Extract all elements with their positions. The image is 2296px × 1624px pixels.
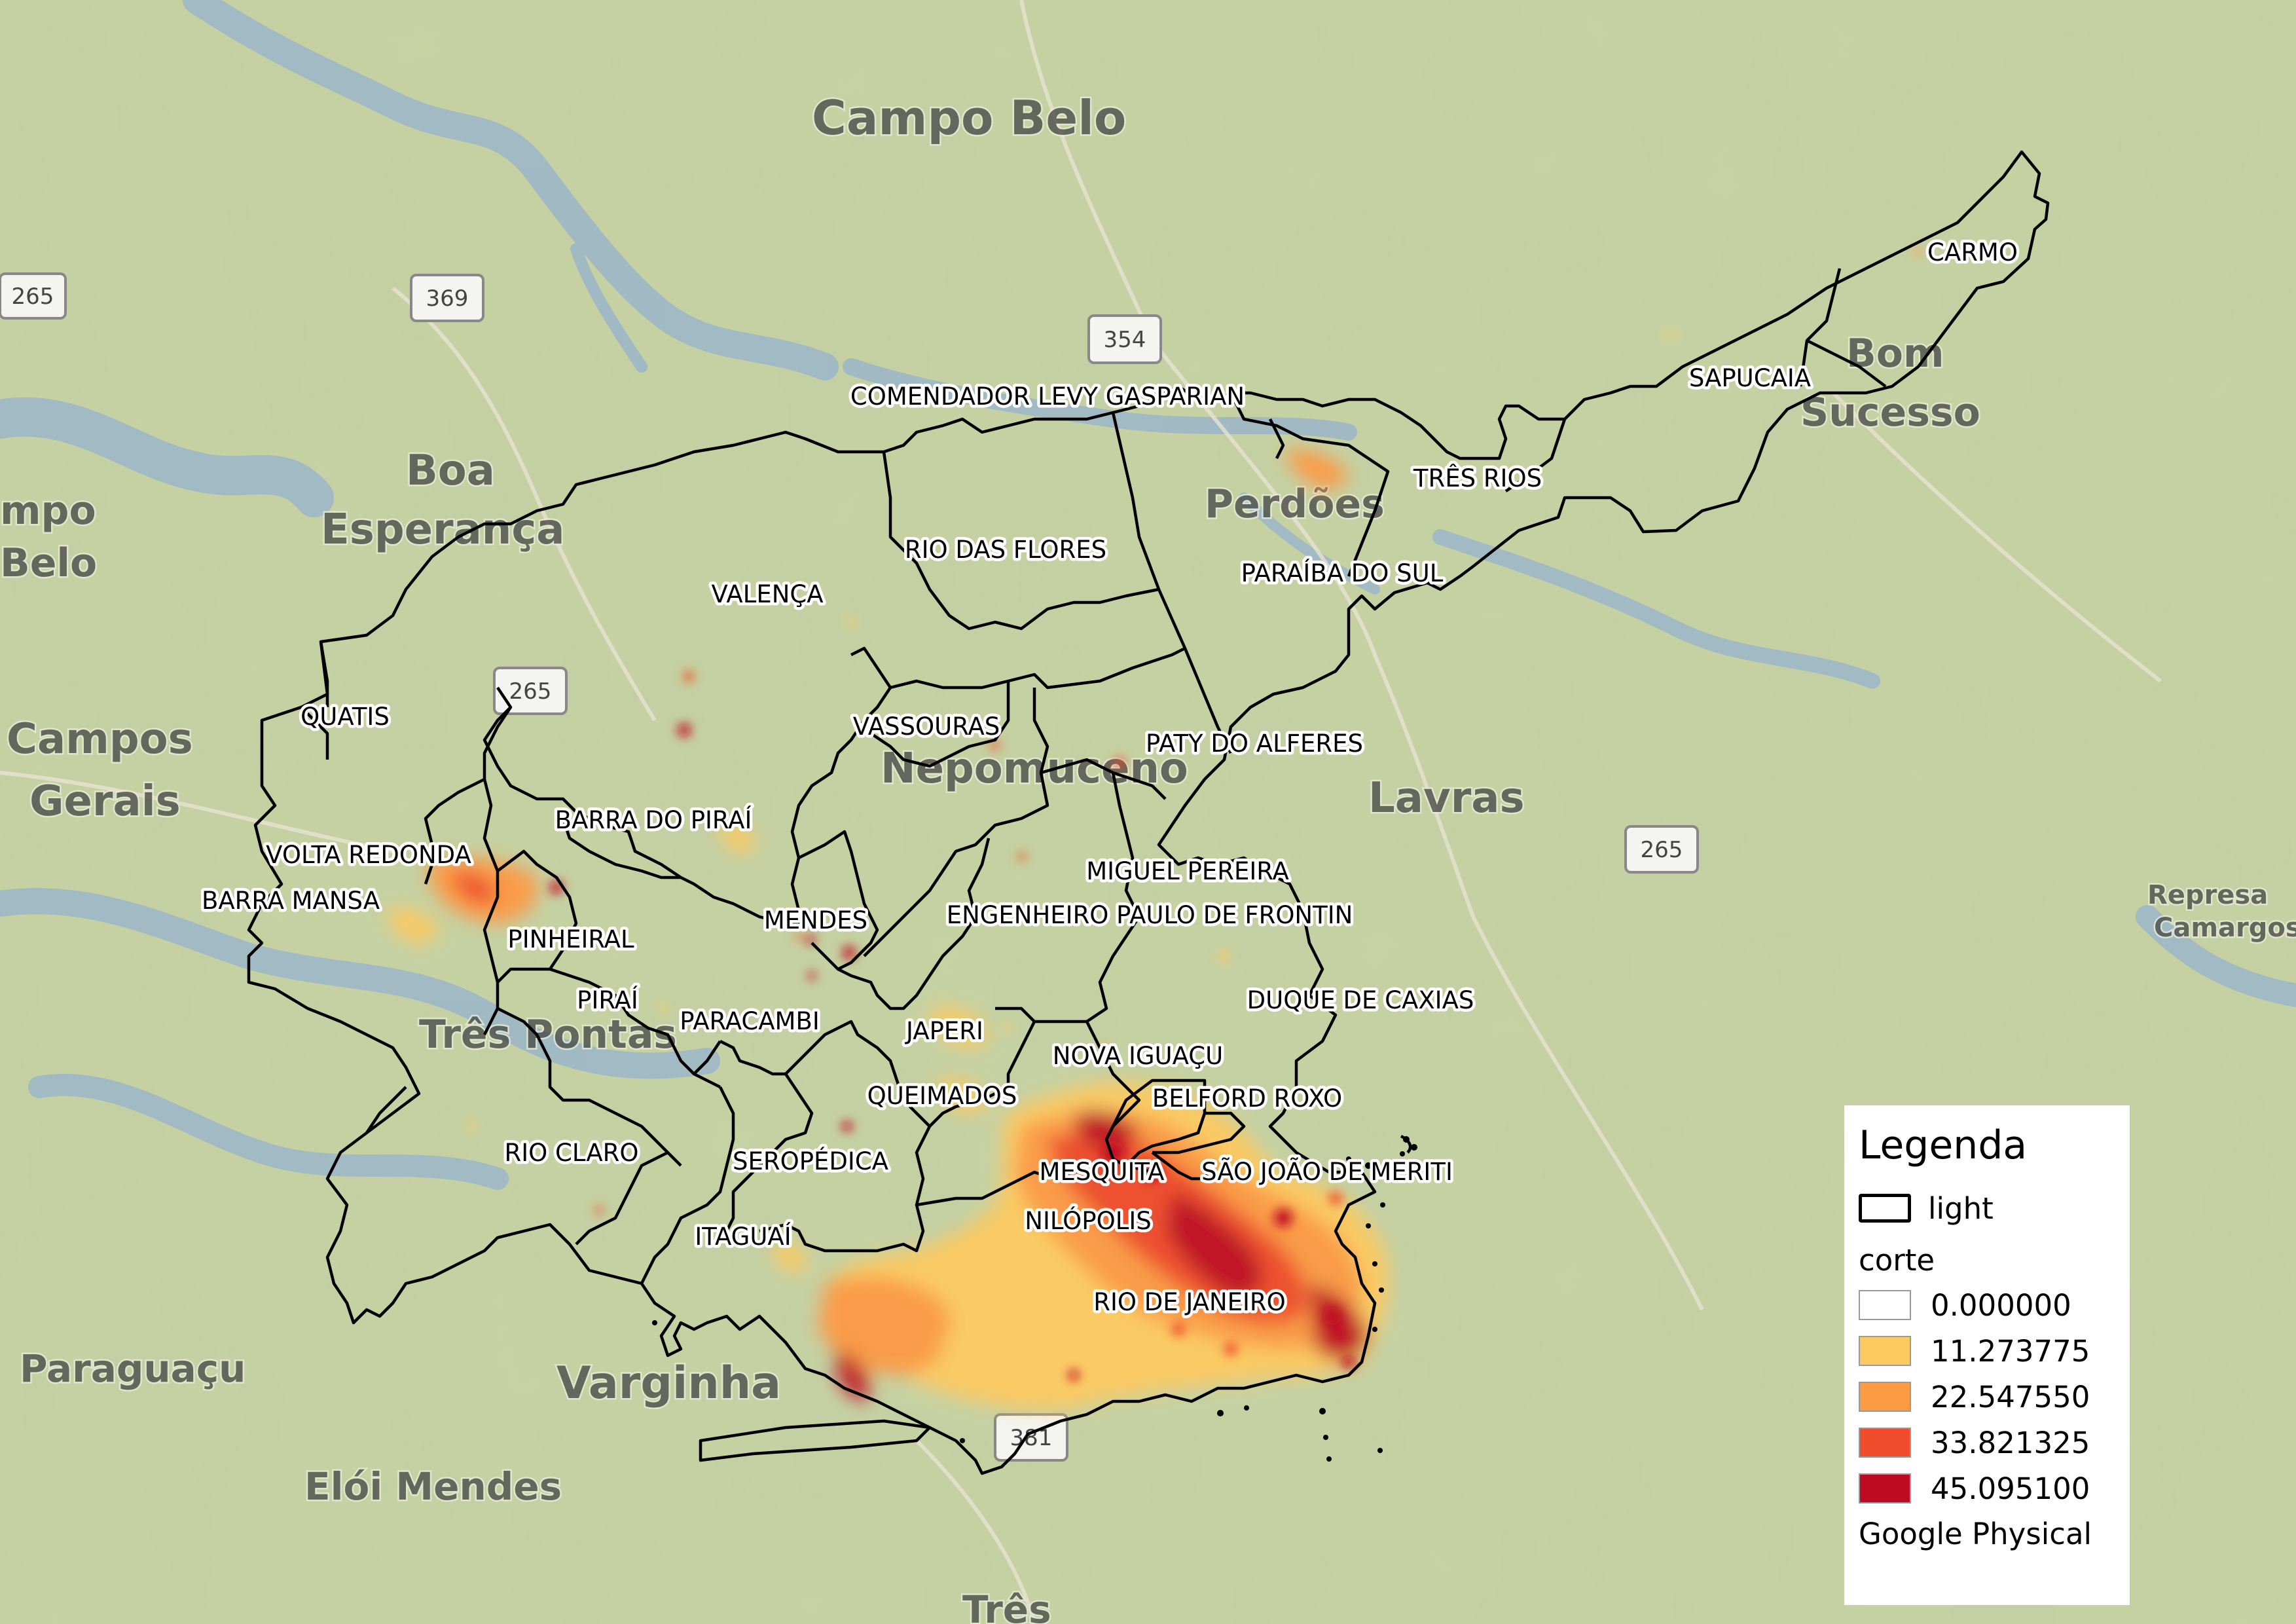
municipality-label: NOVA IGUAÇU xyxy=(1053,1042,1223,1070)
road-shield-icon: 265 xyxy=(493,667,568,715)
svg-text:265: 265 xyxy=(509,678,552,705)
municipality-label: PARACAMBI xyxy=(680,1007,820,1035)
basemap-label: Três xyxy=(962,1587,1051,1624)
legend-swatch xyxy=(1859,1336,1911,1366)
basemap-label: Gerais xyxy=(29,777,181,826)
legend-swatch xyxy=(1859,1382,1911,1412)
legend-class-row: 0.000000 xyxy=(1859,1282,2130,1328)
municipality-label: COMENDADOR LEVY GASPARIAN xyxy=(850,382,1245,411)
municipality-label: NILÓPOLIS xyxy=(1025,1206,1151,1235)
municipality-label: PINHEIRAL xyxy=(507,925,634,953)
map-legend: Legenda light corte 0.000000 11.273775 2… xyxy=(1844,1105,2130,1605)
basemap-label: Campo Belo xyxy=(812,90,1126,145)
road-shield-icon: 354 xyxy=(1087,314,1162,364)
municipality-label: MESQUITA xyxy=(1040,1158,1165,1186)
municipality-label: RIO DAS FLORES xyxy=(905,536,1106,564)
legend-class-row: 33.821325 xyxy=(1859,1420,2130,1466)
municipality-label: VOLTA REDONDA xyxy=(266,841,471,869)
legend-boundary-label: light xyxy=(1928,1190,1994,1226)
municipality-label: QUATIS xyxy=(301,703,390,731)
basemap-label: Sucesso xyxy=(1800,390,1980,435)
municipality-label: SAPUCAIA xyxy=(1689,364,1811,392)
legend-raster-title: corte xyxy=(1859,1243,1935,1278)
municipality-label: PIRAÍ xyxy=(577,986,638,1014)
legend-swatch xyxy=(1859,1290,1911,1320)
municipality-label: BARRA MANSA xyxy=(202,887,380,915)
municipality-label: ITAGUAÍ xyxy=(695,1222,791,1251)
svg-text:265: 265 xyxy=(1641,837,1683,863)
svg-text:265: 265 xyxy=(12,284,54,310)
municipality-label: BELFORD ROXO xyxy=(1152,1084,1342,1113)
basemap-label: Campos xyxy=(7,715,193,764)
basemap-roads xyxy=(0,0,2162,1624)
boundary-layer-light xyxy=(247,150,2050,1475)
legend-class-row: 22.547550 xyxy=(1859,1374,2130,1420)
water-bodies xyxy=(0,0,2296,1190)
legend-swatch xyxy=(1859,1473,1911,1504)
municipality-label: QUEIMADOS xyxy=(867,1082,1017,1110)
basemap-label: Esperança xyxy=(321,506,564,554)
basemap-label: Belo xyxy=(0,540,97,586)
municipality-label: PARAÍBA DO SUL xyxy=(1241,559,1444,587)
municipality-label: TRÊS RIOS xyxy=(1413,464,1542,492)
basemap-label: Paraguaçu xyxy=(20,1346,246,1391)
polygon-outline-icon xyxy=(1859,1194,1911,1223)
basemap-label: Nepomuceno xyxy=(881,745,1188,793)
legend-class-label: 22.547550 xyxy=(1931,1379,2090,1414)
basemap-label: Varginha xyxy=(556,1357,781,1409)
legend-class-label: 0.000000 xyxy=(1931,1287,2071,1323)
legend-class-row: 11.273775 xyxy=(1859,1328,2130,1374)
islands xyxy=(652,1136,1417,1462)
municipality-label: VASSOURAS xyxy=(853,712,1000,741)
legend-swatch xyxy=(1859,1428,1911,1458)
basemap-label: Lavras xyxy=(1368,774,1525,822)
municipality-label: ENGENHEIRO PAULO DE FRONTIN xyxy=(947,901,1353,929)
legend-class-label: 11.273775 xyxy=(1931,1333,2090,1369)
heatmap-layer-corte xyxy=(386,248,1922,1410)
road-shields: 265 369 354 265 265 381 xyxy=(0,272,1699,1462)
legend-class-label: 33.821325 xyxy=(1931,1425,2090,1460)
svg-text:381: 381 xyxy=(1010,1425,1053,1451)
region-outline xyxy=(247,150,2050,1475)
basemap-label: Boa xyxy=(406,447,495,495)
road-shield-icon: 369 xyxy=(410,274,484,322)
svg-text:354: 354 xyxy=(1104,327,1146,353)
basemap-label: Elói Mendes xyxy=(304,1464,562,1509)
municipality-label: CARMO xyxy=(1927,238,2018,267)
legend-item-boundary: light xyxy=(1859,1185,2130,1231)
svg-text:369: 369 xyxy=(426,286,469,312)
basemap-label: Represa xyxy=(2147,880,2268,910)
municipality-label: BARRA DO PIRAÍ xyxy=(555,805,752,834)
road-shield-icon: 265 xyxy=(1624,825,1699,874)
municipality-label: SEROPÉDICA xyxy=(733,1147,888,1175)
municipality-label: JAPERI xyxy=(905,1017,983,1045)
municipality-label: PATY DO ALFERES xyxy=(1146,729,1363,758)
municipality-label: MENDES xyxy=(764,906,867,934)
municipality-label: DUQUE DE CAXIAS xyxy=(1247,986,1474,1014)
legend-basemap-label: Google Physical xyxy=(1859,1517,2092,1551)
road-shield-icon: 265 xyxy=(0,272,67,320)
basemap-label: Três Pontas xyxy=(419,1012,677,1058)
basemap-label: mpo xyxy=(0,488,96,534)
municipality-label: SÃO JOÃO DE MERITI xyxy=(1201,1157,1453,1186)
legend-class-label: 45.095100 xyxy=(1931,1471,2090,1506)
legend-class-row: 45.095100 xyxy=(1859,1466,2130,1511)
municipality-label: VALENÇA xyxy=(711,580,823,608)
municipality-labels: COMENDADOR LEVY GASPARIAN CARMO SAPUCAIA… xyxy=(198,236,2020,1320)
legend-title: Legenda xyxy=(1859,1122,2028,1168)
municipality-label: RIO DE JANEIRO xyxy=(1093,1288,1286,1316)
municipality-label: RIO CLARO xyxy=(505,1139,639,1167)
basemap-label: Camargos xyxy=(2154,913,2296,943)
basemap-label: Perdões xyxy=(1205,481,1385,527)
municipality-label: MIGUEL PEREIRA xyxy=(1086,857,1289,885)
